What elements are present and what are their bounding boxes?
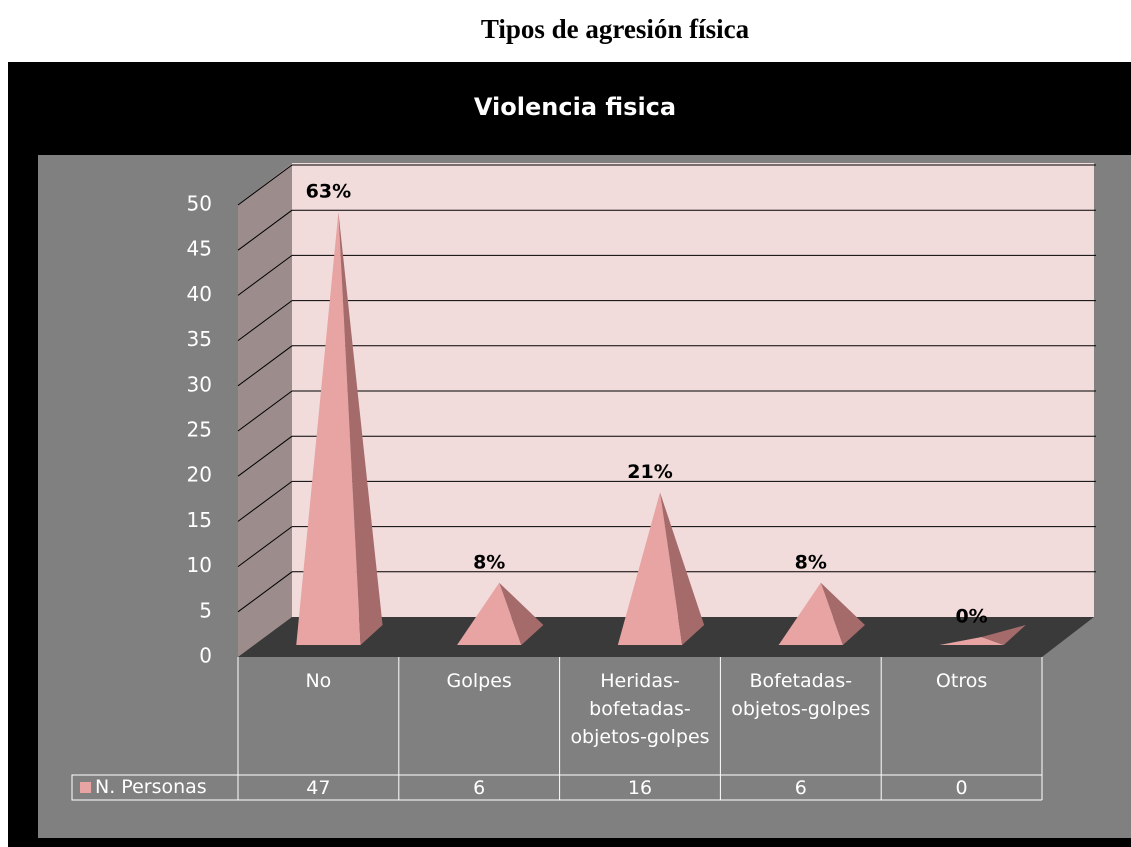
grid-line [237, 209, 293, 251]
pyramid-front [457, 582, 522, 645]
category-label: Bofetadas-objetos-golpes [731, 670, 871, 720]
pyramid-side [660, 492, 705, 645]
grid-line [237, 526, 293, 568]
grid-line [237, 480, 293, 522]
legend-key [80, 782, 91, 793]
grid-line [237, 435, 293, 477]
pyramid-side [338, 212, 383, 645]
data-label: 63% [306, 181, 351, 203]
table-value: 6 [795, 777, 807, 799]
category-label: Heridas-bofetadas-objetos-golpes [570, 670, 710, 748]
grid-line [237, 164, 293, 206]
page-title: Tipos de agresión física [481, 14, 750, 44]
chart-title: Violencia fisica [474, 93, 676, 121]
data-label: 21% [627, 461, 672, 483]
pyramid-side [981, 625, 1026, 645]
grid-line [237, 571, 293, 613]
y-tick-label: 30 [187, 372, 212, 396]
category-label: Golpes [446, 670, 512, 692]
side-wall [238, 163, 292, 657]
grid-line [237, 345, 293, 387]
y-tick-label: 0 [199, 644, 212, 668]
grid-line [237, 390, 293, 432]
y-tick-label: 5 [199, 598, 212, 622]
legend-label: N. Personas [95, 776, 207, 798]
y-tick-label: 45 [187, 237, 212, 261]
category-label: Otros [935, 670, 988, 692]
pyramid-front [296, 212, 361, 645]
data-label: 8% [795, 551, 827, 573]
pyramid-side [820, 582, 865, 645]
pyramid-side [499, 582, 544, 645]
y-tick-label: 50 [187, 192, 212, 216]
y-tick-label: 25 [187, 418, 212, 442]
category-label: No [305, 670, 332, 692]
pyramid-front [939, 637, 1004, 645]
y-tick-label: 40 [187, 282, 212, 306]
table-value: 16 [628, 777, 652, 799]
table-value: 0 [956, 777, 968, 799]
back-wall [292, 163, 1094, 617]
y-tick-label: 10 [187, 553, 212, 577]
pyramid-front [617, 492, 683, 645]
pyramid-front [778, 582, 843, 645]
table-value: 6 [473, 777, 485, 799]
grid-line [237, 254, 293, 296]
y-tick-label: 35 [187, 327, 212, 351]
table-value: 47 [306, 777, 330, 799]
data-label: 8% [473, 551, 505, 573]
y-tick-label: 15 [187, 508, 212, 532]
data-label: 0% [955, 606, 987, 628]
y-tick-label: 20 [187, 463, 212, 487]
grid-line [237, 300, 293, 342]
